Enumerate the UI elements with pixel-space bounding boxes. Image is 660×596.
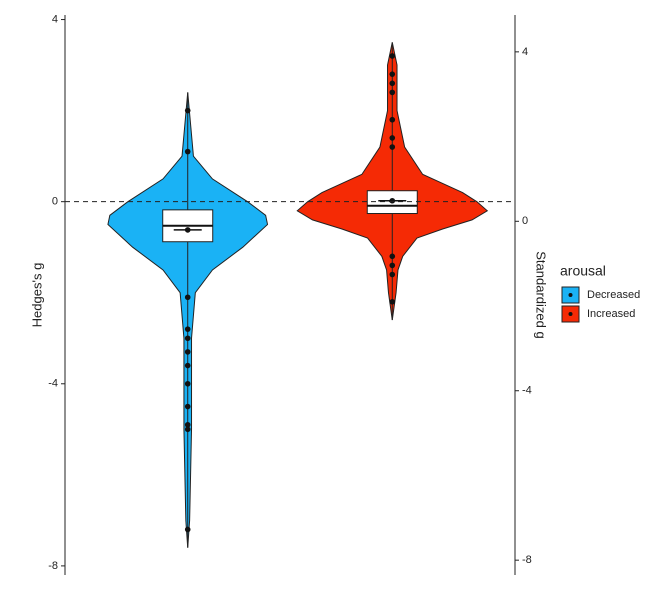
- y-axis-title: Hedges's g: [29, 263, 44, 328]
- mean: [389, 197, 396, 204]
- point: [184, 294, 191, 301]
- y2-axis-title: Standardized g: [534, 251, 549, 338]
- point: [389, 271, 396, 278]
- y-tick-label: -4: [48, 378, 58, 390]
- y2-tick-label: -8: [522, 554, 532, 566]
- point: [389, 135, 396, 141]
- legend-title: arousal: [560, 263, 606, 279]
- point: [184, 107, 191, 114]
- point: [389, 116, 396, 123]
- point: [184, 349, 191, 355]
- legend-label: Decreased: [587, 289, 640, 301]
- y-tick-label: 0: [52, 196, 58, 208]
- point: [389, 71, 396, 77]
- point: [184, 526, 191, 533]
- y-tick-label: 4: [52, 13, 58, 25]
- point: [389, 262, 396, 269]
- point: [184, 335, 191, 342]
- point: [184, 421, 191, 428]
- legend-key-dot: [568, 293, 573, 297]
- point: [389, 144, 396, 150]
- point: [184, 362, 191, 369]
- point: [389, 253, 396, 260]
- y2-tick-label: -4: [522, 385, 532, 397]
- legend-key-dot: [568, 312, 573, 316]
- legend-label: Increased: [587, 308, 635, 320]
- point: [389, 299, 396, 305]
- y2-tick-label: 4: [522, 46, 528, 58]
- point: [184, 326, 191, 332]
- mean: [184, 227, 191, 233]
- point: [389, 80, 396, 87]
- point: [184, 403, 191, 410]
- y2-tick-label: 0: [522, 215, 528, 227]
- point: [184, 148, 191, 155]
- point: [184, 380, 191, 387]
- point: [389, 53, 396, 59]
- y-tick-label: -8: [48, 560, 58, 572]
- point: [389, 89, 396, 96]
- point: [184, 426, 191, 433]
